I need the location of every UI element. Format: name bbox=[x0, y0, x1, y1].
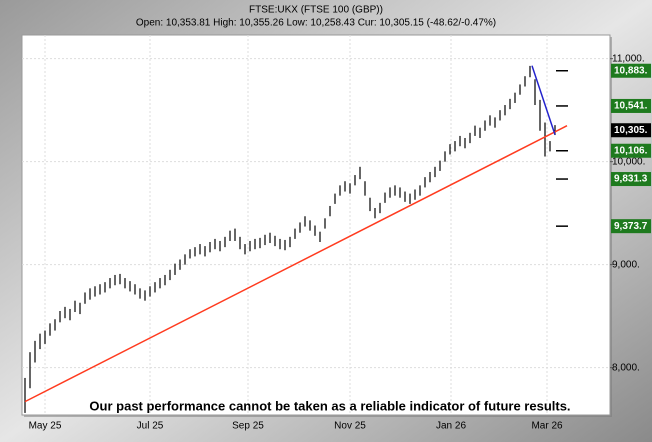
level-label: 10,883. bbox=[614, 65, 648, 76]
x-tick-label: May 25 bbox=[29, 421, 62, 432]
x-tick-label: Jul 25 bbox=[137, 421, 164, 432]
plot-area bbox=[21, 34, 611, 416]
x-tick-label: Mar 26 bbox=[531, 421, 563, 432]
level-box bbox=[611, 143, 651, 158]
chart-title: FTSE:UKX (FTSE 100 (GBP)) bbox=[249, 5, 383, 16]
y-tick-label: 11,000. bbox=[612, 53, 645, 64]
level-label: 10,541. bbox=[614, 101, 648, 112]
trend-line bbox=[531, 65, 556, 135]
y-tick-label: 9,000. bbox=[612, 259, 640, 270]
level-box bbox=[611, 63, 651, 78]
current-price-box bbox=[611, 123, 651, 138]
level-label: 10,106. bbox=[614, 145, 648, 156]
grid bbox=[22, 35, 610, 415]
plot-layer: 8,000. 9,000. 10,000. 11,000. May 25 Jul 25 Se… bbox=[22, 35, 651, 432]
level-box bbox=[611, 172, 651, 187]
x-tick-label: Jan 26 bbox=[436, 421, 466, 432]
x-tick-label: Sep 25 bbox=[232, 421, 264, 432]
y-tick-label: 10,000. bbox=[612, 156, 645, 167]
level-box bbox=[611, 98, 651, 113]
y-tick-label: 8,000. bbox=[612, 362, 640, 373]
current-price-label: 10,305. bbox=[614, 125, 648, 136]
chart-subtitle: Open: 10,353.81 High: 10,355.26 Low: 10,… bbox=[136, 18, 496, 29]
level-label: 9,831.3 bbox=[614, 174, 648, 185]
level-label: 9,373.7 bbox=[614, 221, 648, 232]
x-tick-label: Nov 25 bbox=[334, 421, 366, 432]
level-box bbox=[611, 219, 651, 234]
disclaimer: Our past performance cannot be taken as … bbox=[89, 398, 570, 413]
trend-line bbox=[24, 125, 568, 403]
